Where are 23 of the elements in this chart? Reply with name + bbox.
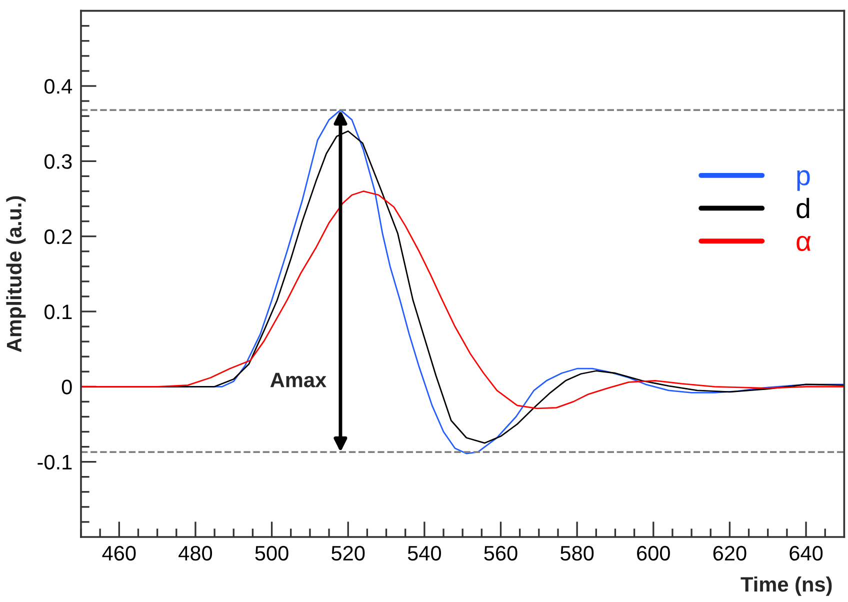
y-tick-label: 0 (62, 380, 72, 394)
x-tick-label: 640 (790, 546, 823, 561)
x-tick-label: 520 (332, 546, 365, 561)
x-tick-label: 600 (637, 546, 670, 561)
x-tick-label: 560 (484, 546, 518, 561)
annotation: Amax (270, 372, 326, 388)
legend-label: p (797, 170, 810, 191)
x-tick-label: 460 (102, 546, 136, 561)
y-tick-label: 0.2 (44, 229, 72, 244)
y-tick-label: -0.1 (38, 454, 72, 470)
x-tick-label: 480 (178, 546, 212, 561)
line-series (80, 190, 844, 410)
x-tick-label: 500 (255, 546, 288, 561)
legend-label: α (796, 236, 811, 252)
x-tick-label: 620 (713, 546, 746, 561)
legend-label: d (796, 198, 810, 218)
x-tick-label: 540 (408, 546, 441, 561)
y-tick-label: 0.4 (44, 79, 72, 94)
x-tick-label: 580 (560, 546, 594, 561)
x-axis-title: Time (ns) (740, 576, 832, 596)
y-tick-label: 0.3 (44, 154, 72, 169)
y-axis-title: Amplitude (a.u.) (6, 196, 26, 352)
y-tick-label: 0.1 (44, 304, 72, 320)
